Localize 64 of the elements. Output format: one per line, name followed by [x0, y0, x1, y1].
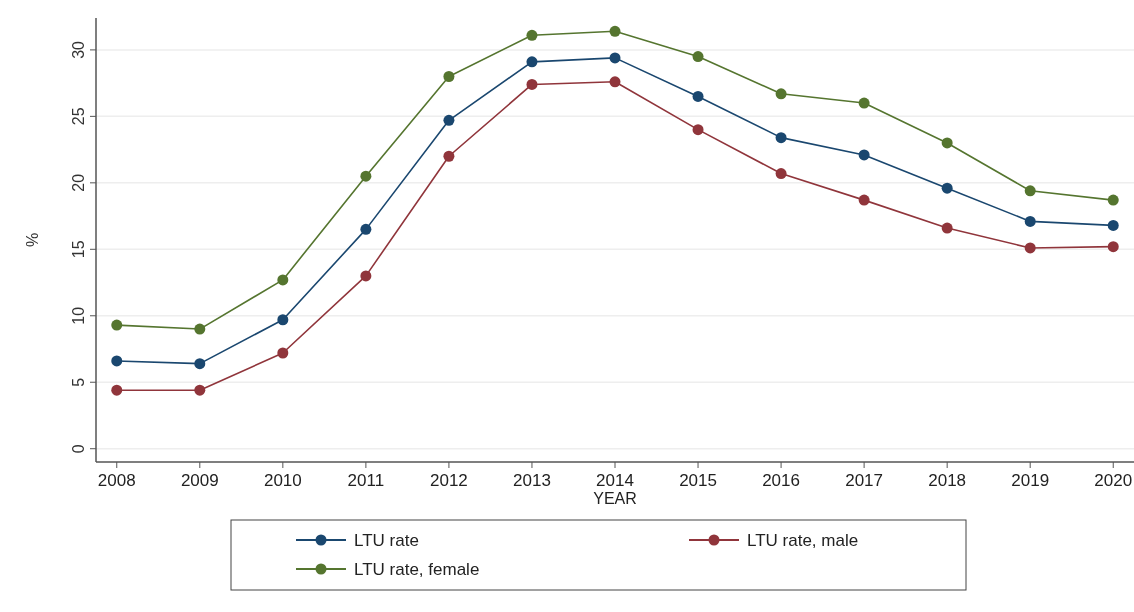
y-tick-label: 30: [70, 40, 87, 59]
y-tick-label: 0: [70, 444, 87, 454]
x-tick-label: 2014: [596, 471, 634, 490]
point: [443, 114, 455, 126]
point: [692, 51, 704, 63]
x-tick-label: 2015: [679, 471, 717, 490]
point: [609, 25, 621, 37]
point: [1107, 194, 1119, 206]
point: [360, 170, 372, 182]
legend-label: LTU rate, male: [747, 531, 859, 550]
point: [1024, 185, 1036, 197]
point: [1107, 241, 1119, 253]
x-axis-title: YEAR: [593, 490, 637, 507]
point: [526, 56, 538, 68]
point: [609, 76, 621, 88]
point: [277, 274, 289, 286]
y-tick-label: 10: [70, 306, 87, 325]
point: [941, 137, 953, 149]
x-tick-label: 2016: [762, 471, 800, 490]
x-tick-label: 2020: [1094, 471, 1133, 490]
point: [526, 29, 538, 41]
point: [360, 223, 372, 235]
point: [692, 90, 704, 102]
point: [194, 358, 206, 370]
point: [526, 78, 538, 90]
point: [1107, 219, 1119, 231]
point: [111, 319, 123, 331]
point: [194, 384, 206, 396]
point: [111, 355, 123, 367]
point: [277, 347, 289, 359]
point: [775, 132, 787, 144]
point: [775, 88, 787, 100]
point: [443, 150, 455, 162]
point: [443, 70, 455, 82]
x-tick-label: 2017: [845, 471, 884, 490]
x-tick-label: 2010: [263, 471, 302, 490]
x-tick-label: 2018: [928, 471, 967, 490]
point: [775, 168, 787, 180]
y-tick-label: 5: [70, 377, 87, 387]
y-tick-label: 20: [70, 173, 87, 192]
point: [858, 149, 870, 161]
x-tick-label: 2019: [1011, 471, 1050, 490]
y-tick-label: 25: [70, 107, 87, 126]
point: [941, 182, 953, 194]
x-tick-label: 2009: [180, 471, 219, 490]
point: [941, 222, 953, 234]
y-axis-title: %: [24, 232, 41, 248]
point: [111, 384, 123, 396]
x-tick-label: 2012: [430, 471, 468, 490]
point: [609, 52, 621, 64]
x-tick-label: 2011: [347, 471, 385, 490]
point: [692, 124, 704, 136]
point: [277, 314, 289, 326]
x-tick-label: 2013: [513, 471, 551, 490]
legend-label: LTU rate: [354, 531, 419, 550]
legend-label: LTU rate, female: [354, 560, 480, 579]
y-tick-label: 15: [70, 240, 87, 259]
point: [858, 194, 870, 206]
point: [1024, 242, 1036, 254]
point: [858, 97, 870, 109]
x-tick-label: 2008: [97, 471, 136, 490]
point: [194, 323, 206, 335]
point: [360, 270, 372, 282]
point: [1024, 215, 1036, 227]
